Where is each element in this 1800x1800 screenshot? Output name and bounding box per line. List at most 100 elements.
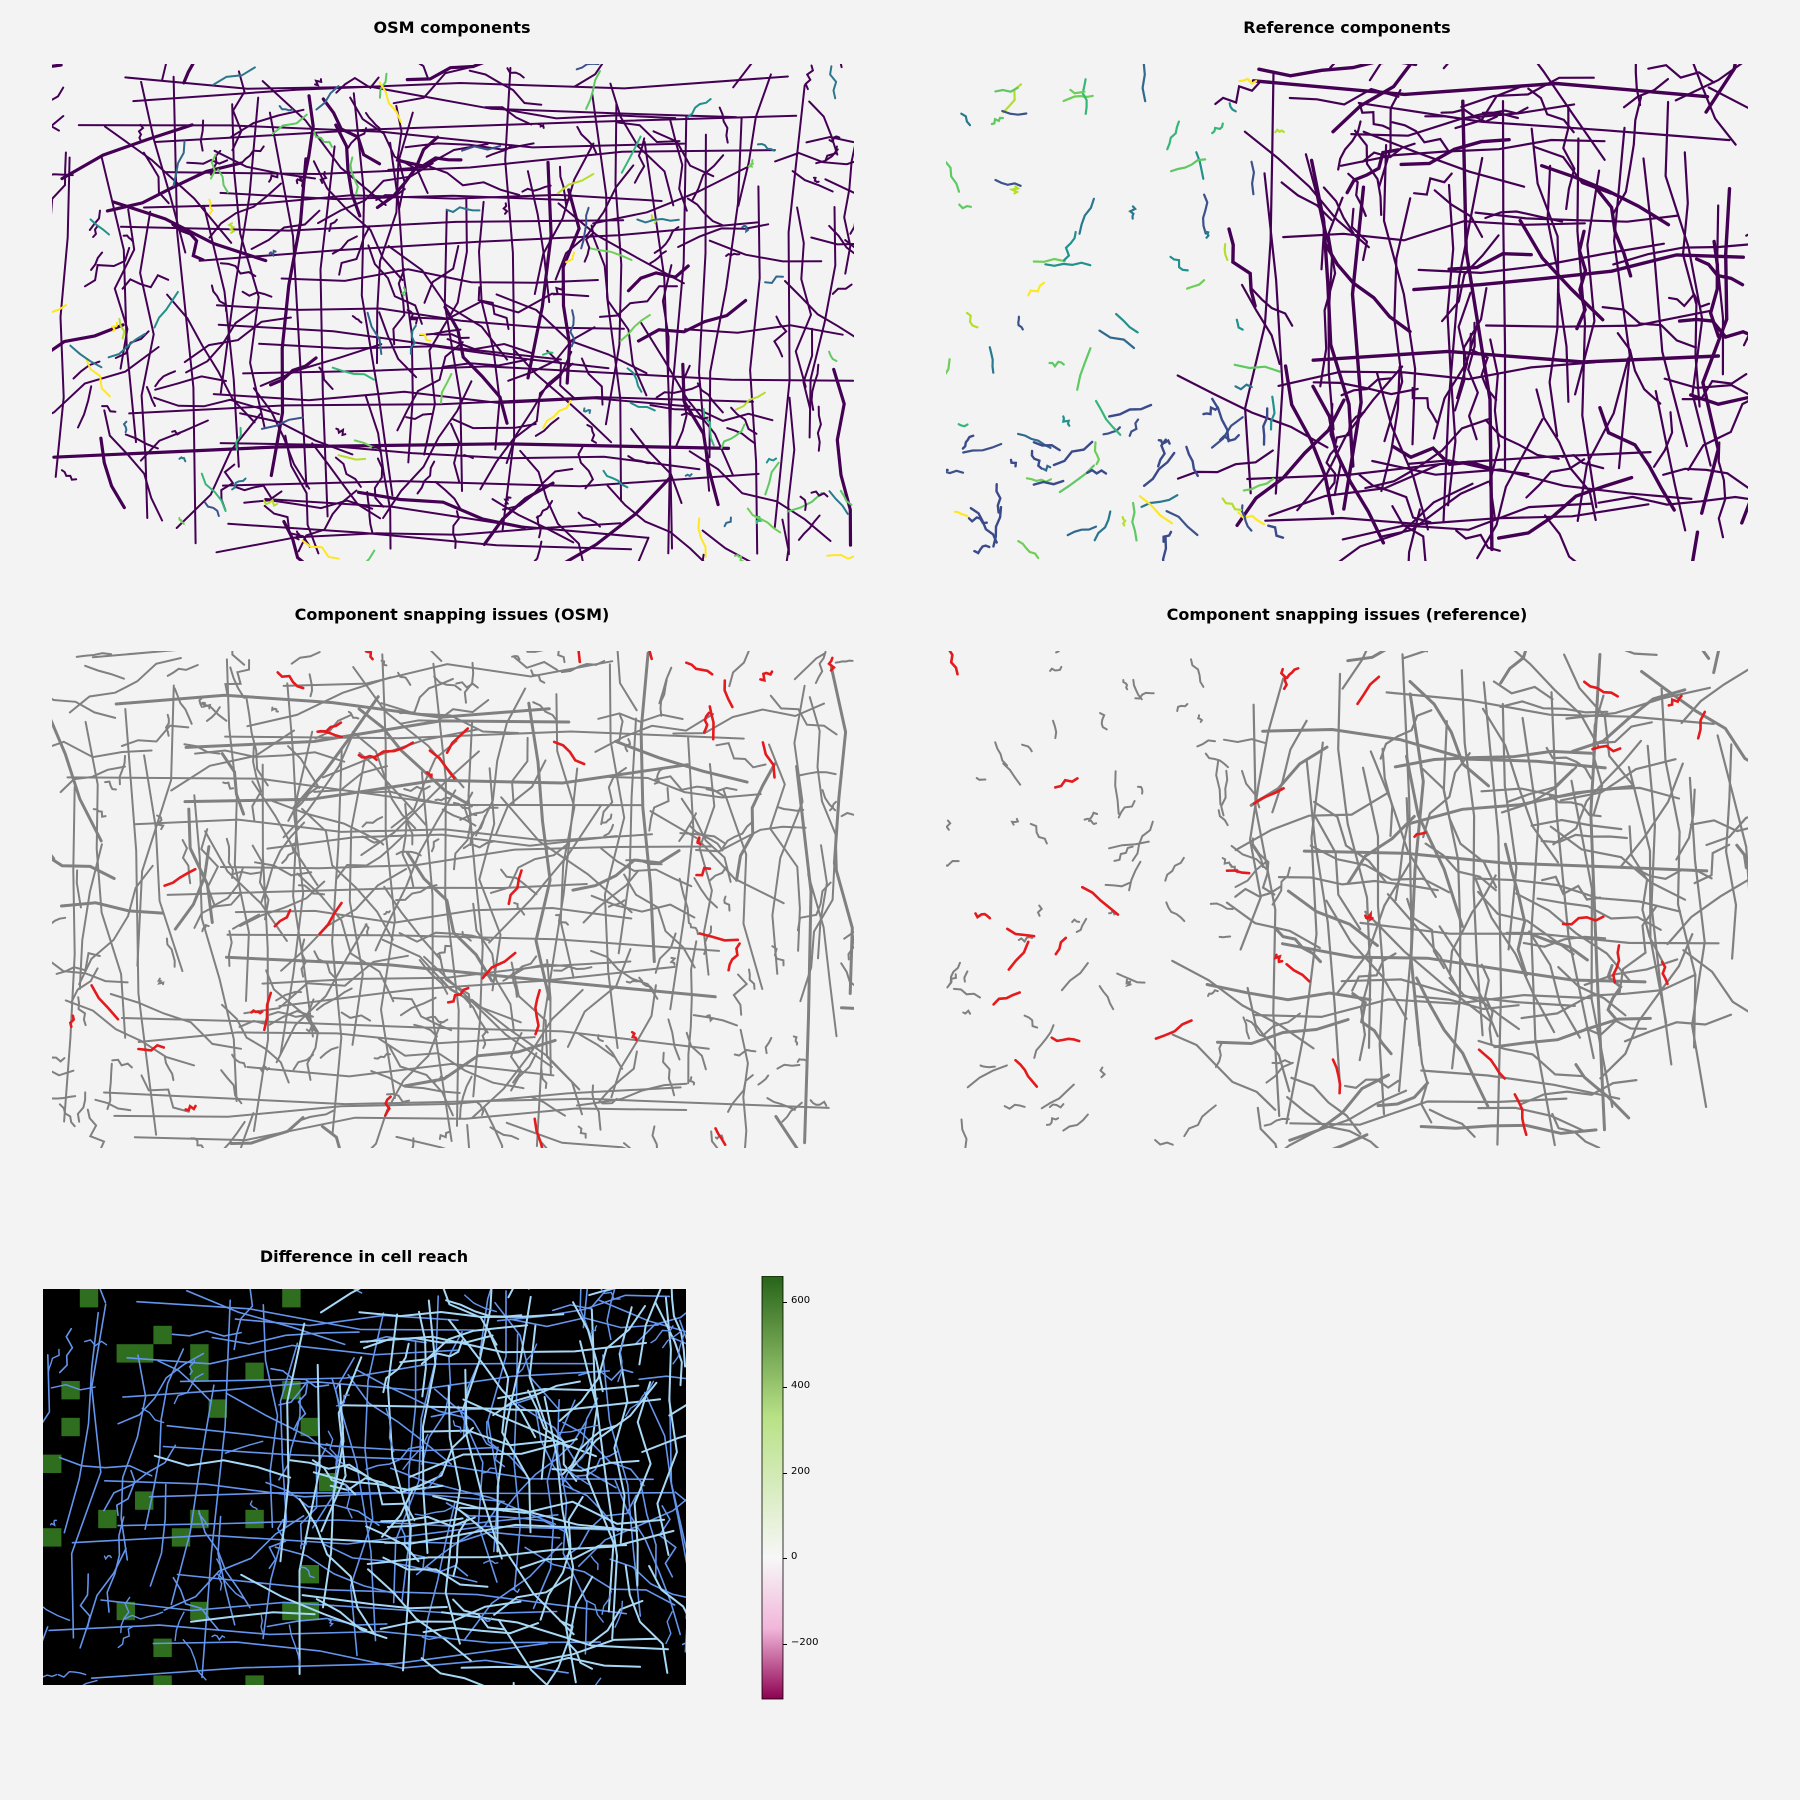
road-fragment [586,424,597,444]
road-fragment [219,262,257,278]
road-fragment [834,659,854,664]
road-segment [680,797,732,883]
road-fragment [552,284,564,296]
road-fragment [1033,1024,1055,1059]
road-fragment [1099,712,1108,731]
road-segment [421,1299,437,1554]
road-fragment [202,701,212,710]
road-segment [566,948,632,1048]
road-segment [312,160,404,282]
road-segment [1351,992,1393,1056]
road-fragment [43,1606,71,1621]
heatmap-cell [337,1307,357,1327]
road-segment [211,867,244,908]
road-fragment [1477,1048,1506,1080]
road-fragment [351,315,363,324]
heatmap-cell [558,1325,578,1345]
road-segment [1407,459,1530,476]
road-fragment [650,1325,674,1344]
road-fragment [232,913,260,930]
heatmap-cell [135,1307,154,1327]
heatmap-cell [374,1491,394,1511]
road-segment [1549,825,1687,901]
road-segment [1385,691,1715,725]
road-segment [404,142,535,151]
heatmap-cell [171,1436,191,1456]
heatmap-cell [613,1675,633,1685]
road-fragment [689,825,724,852]
road-fragment [217,168,229,194]
road-fragment [1228,102,1237,113]
road-fragment [1060,962,1089,992]
road-segment [254,861,313,877]
road-segment [558,1305,646,1422]
road-fragment [433,1074,448,1084]
road-fragment [975,777,987,781]
heatmap-cell [558,1583,578,1603]
heatmap-cell [355,1399,375,1419]
heatmap-cell [98,1325,118,1345]
heatmap-cell [171,1509,191,1529]
heatmap-cell [263,1417,283,1437]
road-fragment [334,456,362,488]
road-segment [70,1303,107,1639]
road-segment [269,356,318,387]
road-segment [573,64,604,88]
heatmap-cell [43,1325,62,1345]
road-fragment [1128,205,1138,220]
road-fragment [960,112,972,127]
road-segment [840,962,854,987]
reference-components-map [946,64,1748,561]
road-segment [271,799,379,842]
road-segment [602,1354,642,1617]
road-fragment [638,976,654,990]
road-segment [1314,816,1362,931]
heatmap-cell [116,1675,136,1685]
road-segment [1322,240,1412,334]
road-segment [1358,102,1392,131]
heatmap-cell [355,1546,375,1566]
road-segment [52,64,63,68]
heatmap-cell [319,1399,338,1419]
road-segment [136,684,175,967]
heatmap-cell [135,1289,154,1308]
heatmap-cell [668,1509,686,1529]
road-segment [392,65,476,105]
road-segment [1422,752,1471,839]
heatmap-cell [539,1307,559,1327]
heatmap-cell [98,1620,118,1640]
heatmap-cell [79,1417,99,1437]
road-fragment [828,490,849,515]
road-segment [320,1356,363,1533]
road-fragment [619,314,651,342]
road-fragment [1075,917,1088,933]
road-fragment [428,749,456,780]
heatmap-cell [135,1620,154,1640]
road-fragment [828,350,838,362]
road-fragment [627,455,656,465]
road-segment [84,246,131,288]
road-segment [1545,746,1593,780]
road-segment [122,1370,610,1398]
heatmap-cell [190,1436,210,1456]
road-fragment [761,741,776,779]
heatmap-cell [447,1583,467,1603]
road-segment [1421,767,1498,889]
heatmap-cell [245,1417,265,1437]
heatmap-cell [282,1473,302,1492]
colorbar-tick-mark [783,1558,787,1559]
road-segment [460,1656,642,1669]
road-segment [1319,196,1344,388]
road-fragment [331,366,375,381]
heatmap-cell [190,1546,210,1566]
road-fragments [68,651,836,1148]
road-fragment [489,1126,520,1140]
road-segment [292,695,380,810]
heatmap-cell [576,1675,596,1685]
road-segment [443,305,509,425]
heatmap-cell [263,1509,283,1529]
road-segment [1176,374,1329,449]
road-segment [656,1296,678,1556]
road-segment [154,114,798,143]
road-fragment [791,170,834,193]
